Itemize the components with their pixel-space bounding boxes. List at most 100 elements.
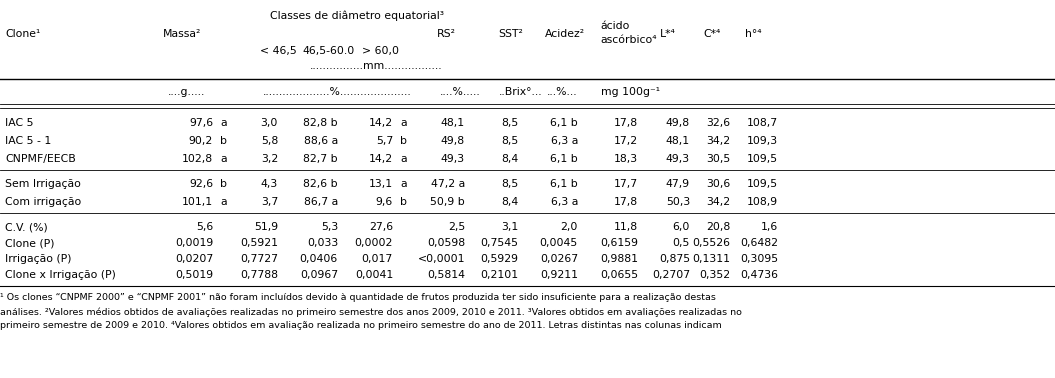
Text: 49,8: 49,8	[441, 136, 465, 146]
Text: 6,0: 6,0	[673, 222, 690, 232]
Text: ácido: ácido	[600, 21, 630, 31]
Text: 49,3: 49,3	[666, 154, 690, 164]
Text: 0,6482: 0,6482	[740, 238, 778, 248]
Text: h°⁴: h°⁴	[745, 29, 762, 39]
Text: 3,2: 3,2	[261, 154, 279, 164]
Text: L*⁴: L*⁴	[660, 29, 676, 39]
Text: ...%...: ...%...	[546, 87, 578, 97]
Text: 0,7545: 0,7545	[480, 238, 518, 248]
Text: 108,7: 108,7	[747, 118, 778, 128]
Text: 5,6: 5,6	[196, 222, 213, 232]
Text: b: b	[400, 197, 407, 207]
Text: 6,3 a: 6,3 a	[551, 136, 578, 146]
Text: 13,1: 13,1	[369, 179, 394, 189]
Text: Com irrigação: Com irrigação	[5, 197, 81, 207]
Text: 47,2 a: 47,2 a	[430, 179, 465, 189]
Text: 102,8: 102,8	[181, 154, 213, 164]
Text: SST²: SST²	[498, 29, 523, 39]
Text: ..Brix°...: ..Brix°...	[499, 87, 542, 97]
Text: 108,9: 108,9	[747, 197, 778, 207]
Text: 0,9881: 0,9881	[600, 254, 638, 264]
Text: a: a	[400, 118, 406, 128]
Text: RS²: RS²	[437, 29, 456, 39]
Text: 50,9 b: 50,9 b	[430, 197, 465, 207]
Text: 0,5526: 0,5526	[692, 238, 730, 248]
Text: 0,5019: 0,5019	[175, 270, 213, 280]
Text: 48,1: 48,1	[441, 118, 465, 128]
Text: 0,033: 0,033	[307, 238, 338, 248]
Text: 11,8: 11,8	[614, 222, 638, 232]
Text: 92,6: 92,6	[189, 179, 213, 189]
Text: a: a	[220, 154, 227, 164]
Text: 82,7 b: 82,7 b	[304, 154, 338, 164]
Text: a: a	[400, 179, 406, 189]
Text: 0,5: 0,5	[673, 238, 690, 248]
Text: 3,7: 3,7	[261, 197, 279, 207]
Text: 6,3 a: 6,3 a	[551, 197, 578, 207]
Text: 0,017: 0,017	[362, 254, 394, 264]
Text: 14,2: 14,2	[369, 118, 394, 128]
Text: 88,6 a: 88,6 a	[304, 136, 338, 146]
Text: CNPMF/EECB: CNPMF/EECB	[5, 154, 76, 164]
Text: 48,1: 48,1	[666, 136, 690, 146]
Text: 49,3: 49,3	[441, 154, 465, 164]
Text: 0,5921: 0,5921	[239, 238, 279, 248]
Text: C.V. (%): C.V. (%)	[5, 222, 47, 232]
Text: a: a	[400, 154, 406, 164]
Text: ....................%.....................: ....................%...................…	[263, 87, 411, 97]
Text: 0,0045: 0,0045	[540, 238, 578, 248]
Text: 18,3: 18,3	[614, 154, 638, 164]
Text: 8,5: 8,5	[501, 136, 518, 146]
Text: 6,1 b: 6,1 b	[551, 179, 578, 189]
Text: 0,2101: 0,2101	[480, 270, 518, 280]
Text: 0,2707: 0,2707	[652, 270, 690, 280]
Text: 20,8: 20,8	[706, 222, 730, 232]
Text: 0,7788: 0,7788	[239, 270, 279, 280]
Text: b: b	[220, 136, 227, 146]
Text: 0,3095: 0,3095	[740, 254, 778, 264]
Text: 34,2: 34,2	[706, 197, 730, 207]
Text: mg 100g⁻¹: mg 100g⁻¹	[601, 87, 660, 97]
Text: 82,6 b: 82,6 b	[304, 179, 338, 189]
Text: 0,5929: 0,5929	[480, 254, 518, 264]
Text: C*⁴: C*⁴	[703, 29, 721, 39]
Text: <0,0001: <0,0001	[418, 254, 465, 264]
Text: Clone (P): Clone (P)	[5, 238, 55, 248]
Text: 0,5814: 0,5814	[427, 270, 465, 280]
Text: IAC 5 - 1: IAC 5 - 1	[5, 136, 52, 146]
Text: 8,5: 8,5	[501, 118, 518, 128]
Text: > 60,0: > 60,0	[362, 46, 399, 56]
Text: Massa²: Massa²	[164, 29, 202, 39]
Text: Classes de diâmetro equatorial³: Classes de diâmetro equatorial³	[270, 11, 444, 21]
Text: 0,0002: 0,0002	[354, 238, 394, 248]
Text: 30,5: 30,5	[706, 154, 730, 164]
Text: Acidez²: Acidez²	[545, 29, 586, 39]
Text: Irrigação (P): Irrigação (P)	[5, 254, 72, 264]
Text: 30,6: 30,6	[706, 179, 730, 189]
Text: b: b	[220, 179, 227, 189]
Text: 3,1: 3,1	[501, 222, 518, 232]
Text: 0,9211: 0,9211	[540, 270, 578, 280]
Text: ....g.....: ....g.....	[168, 87, 206, 97]
Text: 0,0267: 0,0267	[540, 254, 578, 264]
Text: 0,7727: 0,7727	[239, 254, 279, 264]
Text: 27,6: 27,6	[369, 222, 394, 232]
Text: 17,8: 17,8	[614, 197, 638, 207]
Text: 6,1 b: 6,1 b	[551, 154, 578, 164]
Text: 0,1311: 0,1311	[692, 254, 730, 264]
Text: 8,4: 8,4	[501, 154, 518, 164]
Text: 17,7: 17,7	[614, 179, 638, 189]
Text: 49,8: 49,8	[666, 118, 690, 128]
Text: 0,0967: 0,0967	[300, 270, 338, 280]
Text: 6,1 b: 6,1 b	[551, 118, 578, 128]
Text: 17,2: 17,2	[614, 136, 638, 146]
Text: 8,4: 8,4	[501, 197, 518, 207]
Text: 50,3: 50,3	[666, 197, 690, 207]
Text: 5,8: 5,8	[261, 136, 279, 146]
Text: ................mm.................: ................mm.................	[310, 61, 443, 71]
Text: 9,6: 9,6	[376, 197, 394, 207]
Text: 0,0041: 0,0041	[354, 270, 394, 280]
Text: 2,0: 2,0	[560, 222, 578, 232]
Text: ¹ Os clones “CNPMF 2000” e “CNPMF 2001” não foram incluídos devido à quantidade : ¹ Os clones “CNPMF 2000” e “CNPMF 2001” …	[0, 293, 716, 302]
Text: 1,6: 1,6	[761, 222, 778, 232]
